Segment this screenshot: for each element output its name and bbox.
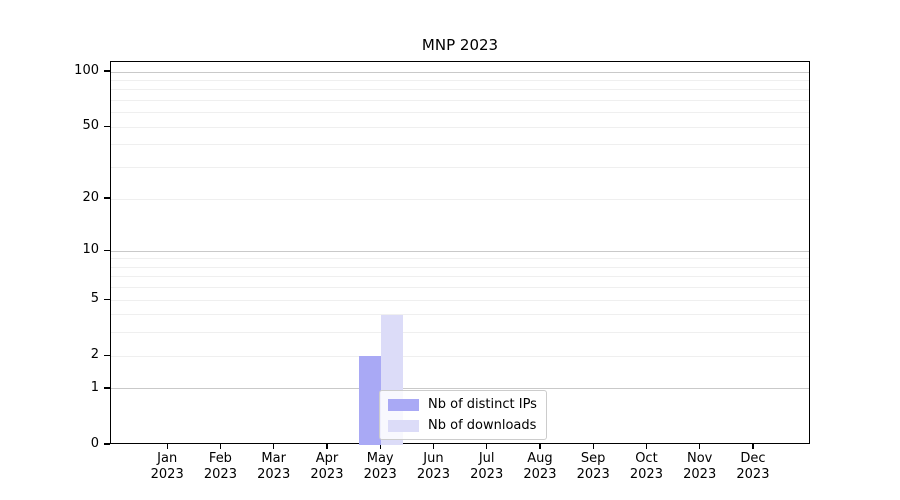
x-tick-year: 2023 [683,467,717,482]
x-tick-label: Dec 2023 [723,451,783,483]
x-tick-month: Aug [527,451,553,466]
x-tick-month: Sep [580,451,606,466]
y-tick [104,443,110,445]
x-tick-label: Apr 2023 [297,451,357,483]
gridline-minor [111,314,809,316]
x-tick [645,444,648,449]
x-tick [219,444,222,449]
x-tick-month: Feb [208,451,232,466]
gridline-minor [111,167,809,169]
x-tick-year: 2023 [736,467,770,482]
x-tick-label: Mar 2023 [244,451,304,483]
x-tick [592,444,594,449]
y-tick [104,354,110,356]
y-tick [104,70,110,72]
x-tick-month: Jul [478,451,495,466]
x-tick-month: Apr [315,451,339,466]
gridline-minor [111,112,809,114]
x-tick-year: 2023 [257,467,291,482]
x-tick-year: 2023 [363,467,397,482]
x-tick-month: Dec [740,451,766,466]
y-tick-label: 20 [82,190,99,205]
gridline-minor [111,80,809,82]
x-tick-month: Nov [687,451,713,466]
x-tick-label: Feb 2023 [190,451,250,483]
legend-item-distinct-ips: Nb of distinct IPs [388,396,537,413]
x-tick-label: Nov 2023 [670,451,730,483]
x-tick [273,444,275,449]
x-tick-year: 2023 [576,467,610,482]
y-tick [104,298,110,300]
gridline-minor [111,258,809,260]
gridline-major [111,250,809,252]
gridline-minor [111,332,809,334]
y-tick [104,387,110,389]
gridline-major [111,388,809,390]
y-tick-label: 0 [90,436,99,451]
x-tick-label: Jun 2023 [403,451,463,483]
y-tick-label: 10 [82,242,99,258]
legend-label-distinct-ips: Nb of distinct IPs [428,397,537,412]
y-tick [104,125,110,127]
legend: Nb of distinct IPs Nb of downloads [379,390,547,440]
chart-title: MNP 2023 [421,36,499,54]
gridline-minor [111,266,809,268]
gridline-minor [111,276,809,278]
y-tick [104,197,110,199]
x-tick-year: 2023 [310,467,344,482]
legend-swatch-distinct-ips-icon [388,398,419,411]
y-tick-label: 50 [82,118,99,134]
gridline-minor [111,198,809,200]
x-tick-label: Jul 2023 [457,451,517,483]
x-tick [379,444,381,449]
gridline-minor [111,89,809,91]
x-tick [539,444,541,449]
x-tick [752,444,754,449]
legend-label-downloads: Nb of downloads [428,418,537,433]
bar-distinct-ips [359,356,382,445]
x-tick [326,444,328,449]
y-tick [104,249,110,251]
x-tick [486,444,488,449]
gridline-major [111,71,809,73]
x-tick-year: 2023 [629,467,663,482]
x-tick [432,444,435,449]
x-tick-label: Sep 2023 [563,451,623,483]
gridline-minor [111,299,809,301]
x-tick-month: May [366,451,394,466]
x-tick-month: Jun [423,451,444,466]
y-tick-label: 1 [90,379,99,395]
plot-area: Nb of distinct IPs Nb of downloads [110,61,810,445]
x-tick-year: 2023 [150,467,184,482]
x-tick-label: Oct 2023 [616,451,676,483]
y-tick-label: 2 [90,347,99,363]
x-tick-month: Jan [157,451,178,466]
y-tick-label: 5 [90,291,99,307]
x-tick-month: Mar [261,451,286,466]
gridline-minor [111,287,809,289]
x-tick-label: May 2023 [350,451,410,483]
x-tick [166,444,168,449]
legend-swatch-downloads-icon [388,419,419,432]
x-tick-label: Jan 2023 [137,451,197,483]
x-tick-year: 2023 [523,467,557,482]
legend-item-downloads: Nb of downloads [388,417,537,434]
y-tick-label: 100 [74,63,99,79]
x-tick-month: Oct [635,451,658,466]
x-tick [699,444,701,449]
x-tick-year: 2023 [416,467,450,482]
x-tick-label: Aug 2023 [510,451,570,483]
gridline-minor [111,100,809,102]
gridline-minor [111,126,809,128]
gridline-minor [111,355,809,357]
x-tick-year: 2023 [470,467,504,482]
x-tick-year: 2023 [203,467,237,482]
gridline-minor [111,144,809,146]
